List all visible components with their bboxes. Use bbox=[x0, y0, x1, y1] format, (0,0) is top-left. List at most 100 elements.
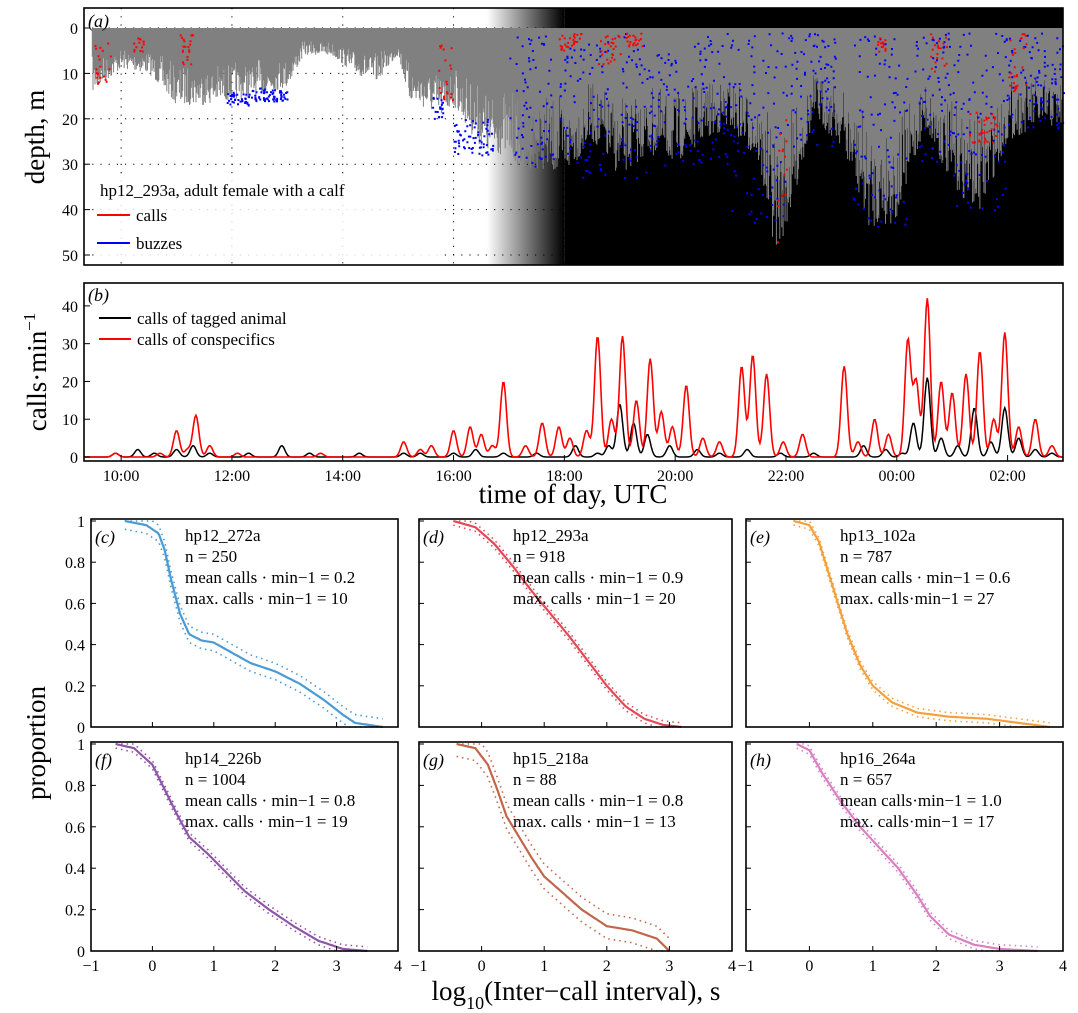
max-call-rate: max. calls · min−1 = 10 bbox=[185, 589, 348, 608]
panel-frame bbox=[418, 741, 733, 952]
time-axis-label: time of day, UTC bbox=[479, 479, 668, 509]
ecdf-line bbox=[453, 519, 682, 728]
interval-tick-label: −1 bbox=[737, 958, 754, 975]
interval-tick-label: 0 bbox=[805, 958, 813, 975]
proportion-tick-label: 0.6 bbox=[65, 596, 85, 613]
legend-buzzes-label: buzzes bbox=[136, 234, 182, 253]
tag-id: hp12_272a bbox=[185, 526, 261, 545]
interval-tick-label: 4 bbox=[1059, 958, 1067, 975]
tag-id: hp14_226b bbox=[185, 749, 262, 768]
ci-upper-line bbox=[453, 520, 682, 724]
depth-tick-label: 0 bbox=[70, 21, 78, 38]
panel-b: 0 10 20 30 40 10:00 12:00 14:00 16:00 18:00 20:00 2… bbox=[20, 282, 1064, 509]
ci-lower-line bbox=[453, 524, 682, 728]
interval-tick-label: 2 bbox=[932, 958, 940, 975]
mean-call-rate: mean calls · min−1 = 0.2 bbox=[185, 568, 355, 587]
call-rate-plot bbox=[84, 298, 1063, 458]
interval-tick-label: 2 bbox=[603, 958, 611, 975]
mean-call-rate: mean calls·min−1 = 1.0 bbox=[840, 791, 1002, 810]
proportion-tick-label: 0.4 bbox=[65, 861, 85, 878]
proportion-tick-label: 0.2 bbox=[65, 903, 85, 920]
panel-label: (c) bbox=[95, 527, 115, 548]
proportion-axis-label: proportion bbox=[21, 686, 51, 800]
legend-tagged-label: calls of tagged animal bbox=[137, 309, 287, 328]
mean-call-rate: mean calls · min−1 = 0.8 bbox=[513, 791, 683, 810]
call-rate-axis-label: calls·min−1 bbox=[20, 313, 52, 432]
sample-size: n = 88 bbox=[513, 770, 557, 789]
ci-lower-line bbox=[124, 528, 383, 728]
ci-upper-line bbox=[456, 743, 670, 940]
interval-tick-label: 3 bbox=[996, 958, 1004, 975]
ci-upper-line bbox=[796, 743, 1038, 948]
interval-tick-label: 0 bbox=[148, 958, 156, 975]
panel-label: (d) bbox=[423, 527, 444, 548]
annotation-backdrop bbox=[94, 176, 442, 262]
ecdf-line bbox=[456, 742, 671, 952]
tag-id: hp15_218a bbox=[513, 749, 589, 768]
interval-tick-label: 0 bbox=[478, 958, 486, 975]
panel-a-label: (a) bbox=[88, 11, 109, 32]
sample-size: n = 918 bbox=[513, 547, 565, 566]
ci-lower-line bbox=[793, 524, 1050, 728]
time-tick-label: 14:00 bbox=[325, 468, 361, 485]
panel-label: (g) bbox=[423, 750, 444, 771]
interval-tick-label: 1 bbox=[869, 958, 877, 975]
depth-axis-label: depth, m bbox=[20, 90, 50, 185]
panel-label: (f) bbox=[95, 750, 112, 771]
time-tick-label: 10:00 bbox=[103, 468, 139, 485]
panel-frame bbox=[745, 741, 1064, 952]
depth-tick-label: 50 bbox=[62, 248, 78, 265]
rate-tick-label: 20 bbox=[62, 374, 78, 391]
ecdf-line bbox=[115, 742, 368, 953]
proportion-tick-label: 0.2 bbox=[65, 679, 85, 696]
sample-size: n = 1004 bbox=[185, 770, 246, 789]
interval-tick-label: 3 bbox=[333, 958, 341, 975]
rate-tick-label: 10 bbox=[62, 412, 78, 429]
mean-call-rate: mean calls · min−1 = 0.9 bbox=[513, 568, 683, 587]
rate-tick-label: 30 bbox=[62, 337, 78, 354]
depth-axis-ticks: 0 10 20 30 40 50 bbox=[62, 21, 90, 265]
interval-tick-label: 3 bbox=[665, 958, 673, 975]
ci-lower-line bbox=[796, 747, 1038, 952]
mean-call-rate: mean calls · min−1 = 0.6 bbox=[840, 568, 1010, 587]
conspecifics-line bbox=[84, 298, 1063, 458]
sample-size: n = 657 bbox=[840, 770, 893, 789]
call-rate-axis-ticks: 0 10 20 30 40 10:00 12:00 14:00 16:00 18:00 20:00 2… bbox=[62, 299, 1026, 485]
time-tick-label: 20:00 bbox=[657, 468, 693, 485]
tag-id: hp12_293a bbox=[513, 526, 589, 545]
depth-tick-label: 10 bbox=[62, 66, 78, 83]
time-tick-label: 22:00 bbox=[768, 468, 804, 485]
tag-id: hp13_102a bbox=[840, 526, 916, 545]
ci-lower-line bbox=[115, 747, 368, 952]
interval-tick-label: 2 bbox=[271, 958, 279, 975]
interval-tick-label: 1 bbox=[540, 958, 548, 975]
interval-tick-label: 4 bbox=[728, 958, 736, 975]
max-call-rate: max. calls·min−1 = 27 bbox=[840, 589, 995, 608]
interval-axis-label: log10(Inter−call interval), s bbox=[432, 976, 721, 1013]
ci-upper-line bbox=[115, 743, 368, 948]
max-call-rate: max. calls·min−1 = 17 bbox=[840, 812, 995, 831]
panel-label: (h) bbox=[750, 750, 771, 771]
proportion-tick-label: 0.6 bbox=[65, 820, 85, 837]
time-tick-label: 18:00 bbox=[546, 468, 582, 485]
proportion-tick-label: 0 bbox=[77, 944, 85, 961]
panel-b-frame bbox=[83, 282, 1064, 462]
interval-tick-label: −1 bbox=[82, 958, 99, 975]
interval-tick-label: −1 bbox=[410, 958, 427, 975]
legend-conspecific-label: calls of conspecifics bbox=[137, 330, 275, 349]
proportion-tick-label: 1 bbox=[77, 514, 85, 531]
legend-calls-label: calls bbox=[136, 206, 167, 225]
depth-tick-label: 40 bbox=[62, 203, 78, 220]
depth-tick-label: 30 bbox=[62, 157, 78, 174]
depth-plot bbox=[84, 8, 1065, 265]
ci-upper-line bbox=[793, 520, 1050, 724]
sample-size: n = 250 bbox=[185, 547, 237, 566]
depth-tick-label: 20 bbox=[62, 112, 78, 129]
panel-a-frame bbox=[83, 7, 1064, 266]
tag-id: hp16_264a bbox=[840, 749, 916, 768]
